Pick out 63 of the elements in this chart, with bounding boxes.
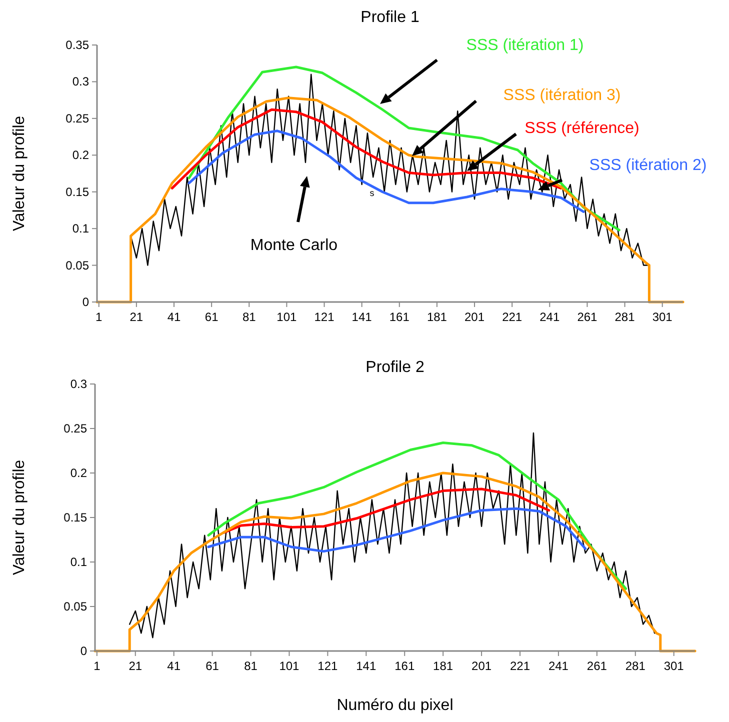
y-tick-label: 0.25: [66, 111, 90, 126]
y-tick-label: 0.3: [72, 74, 90, 89]
chart-title: Profile 2: [366, 359, 424, 376]
y-tick-label: 0.15: [64, 510, 88, 524]
x-tick-label: 21: [128, 659, 142, 673]
x-tick-label: 241: [548, 659, 569, 673]
y-tick-label: 0.15: [66, 184, 90, 199]
y-tick-label: 0.2: [72, 148, 90, 162]
y-tick-label: 0.3: [70, 377, 88, 391]
x-tick-label: 101: [276, 310, 298, 324]
x-tick-label: 261: [577, 310, 598, 324]
x-tick-label: 81: [244, 659, 258, 673]
y-tick-label: 0.05: [64, 600, 88, 614]
y-tick-label: 0.1: [72, 222, 90, 236]
x-tick-label: 1: [94, 659, 101, 673]
x-tick-label: 301: [664, 659, 684, 673]
y-tick-label: 0.25: [64, 422, 88, 436]
x-tick-label: 181: [426, 310, 448, 324]
y-axis-title: Valeur du profile: [11, 460, 28, 576]
line-series: [129, 432, 656, 638]
y-tick-label: 0.35: [66, 38, 90, 52]
x-tick-label: 281: [614, 310, 636, 324]
line-series: [207, 507, 587, 553]
x-tick-label: 241: [540, 310, 560, 324]
x-tick-label: 201: [472, 659, 492, 673]
x-tick-label: 1: [96, 310, 103, 324]
x-tick-label: 81: [242, 310, 256, 324]
line-series: [170, 108, 562, 190]
annotation: s: [370, 188, 375, 198]
y-tick-label: 0: [82, 295, 90, 309]
x-tick-label: 121: [314, 310, 335, 324]
x-tick-label: 141: [352, 310, 372, 324]
x-tick-label: 221: [510, 659, 530, 673]
x-tick-label: 261: [586, 659, 608, 673]
x-axis-title: Numéro du pixel: [336, 697, 454, 714]
y-tick-label: 0.05: [66, 258, 90, 272]
x-tick-label: 161: [389, 310, 410, 324]
x-tick-label: 21: [130, 310, 144, 324]
x-tick-label: 61: [204, 310, 219, 324]
x-tick-label: 161: [394, 659, 415, 673]
x-tick-label: 141: [356, 659, 376, 673]
y-axis-title: Valeur du profile: [11, 116, 28, 232]
x-tick-label: 41: [167, 310, 181, 324]
x-tick-label: 221: [502, 310, 522, 324]
y-tick-label: 0.1: [70, 555, 88, 569]
x-tick-label: 281: [625, 659, 646, 673]
x-tick-label: 41: [167, 659, 181, 673]
text: SSS (référence): [524, 120, 640, 137]
x-tick-label: 301: [652, 310, 673, 324]
chart-title: Profile 1: [360, 9, 420, 26]
x-tick-label: 101: [279, 659, 300, 673]
x-tick-label: 121: [318, 659, 338, 673]
text: SSS (itération 1): [466, 37, 584, 54]
legend-label: Monte Carlo: [250, 237, 338, 254]
line-series: [207, 441, 628, 590]
x-tick-label: 181: [433, 659, 454, 673]
x-tick-label: 201: [464, 310, 485, 324]
y-tick-label: 0: [80, 644, 88, 658]
y-tick-label: 0.2: [70, 466, 88, 480]
line-series: [222, 488, 550, 534]
x-tick-label: 61: [206, 659, 220, 673]
text: SSS (itération 3): [503, 87, 621, 104]
text: SSS (itération 2): [589, 157, 707, 174]
